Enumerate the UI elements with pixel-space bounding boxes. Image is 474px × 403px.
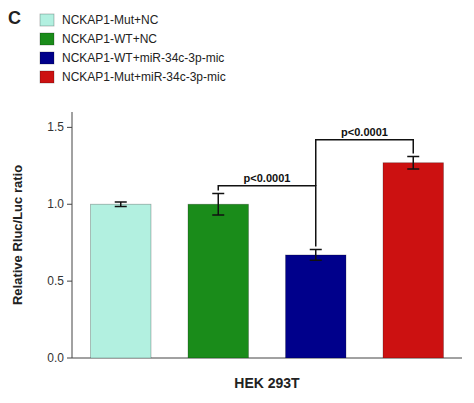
y-axis-label: Relative Rluc/Luc ratio [10, 165, 25, 305]
y-tick-label: 1.5 [47, 120, 64, 134]
legend-swatch [40, 52, 54, 64]
y-tick [67, 127, 72, 128]
y-tick-label: 0.0 [47, 351, 64, 365]
legend-label: NCKAP1-WT+NC [62, 32, 157, 46]
significance-label: p<0.0001 [341, 126, 388, 138]
error-bar [115, 202, 127, 207]
legend-label: NCKAP1-Mut+NC [62, 13, 159, 27]
panel-label: C [8, 8, 21, 28]
y-axis-line [72, 112, 73, 358]
y-tick [67, 358, 72, 359]
error-bar [212, 193, 224, 215]
bar [188, 204, 248, 358]
significance-bracket [316, 140, 414, 186]
error-bar [310, 250, 322, 261]
legend-label: NCKAP1-WT+miR-34c-3p-mic [62, 51, 224, 65]
legend: NCKAP1-Mut+NC NCKAP1-WT+NC NCKAP1-WT+miR-3… [40, 13, 226, 84]
significance-bracket [218, 186, 316, 247]
legend-swatch [40, 14, 54, 26]
x-axis-label: HEK 293T [234, 375, 300, 391]
axes: 0.0 0.5 1.0 1.5 [47, 112, 462, 365]
legend-swatch [40, 33, 54, 45]
bar [383, 163, 443, 358]
bar [91, 204, 151, 358]
legend-swatch [40, 71, 54, 83]
legend-label: NCKAP1-Mut+miR-34c-3p-mic [62, 70, 226, 84]
bar [286, 255, 346, 358]
y-tick [67, 281, 72, 282]
chart: C NCKAP1-Mut+NC NCKAP1-WT+NC NCKAP1-WT+miR-… [0, 0, 474, 403]
significance-label: p<0.0001 [244, 172, 291, 184]
y-tick [67, 204, 72, 205]
plot-area [91, 157, 444, 358]
y-tick-label: 0.5 [47, 274, 64, 288]
y-tick-label: 1.0 [47, 197, 64, 211]
error-bar [407, 157, 419, 169]
